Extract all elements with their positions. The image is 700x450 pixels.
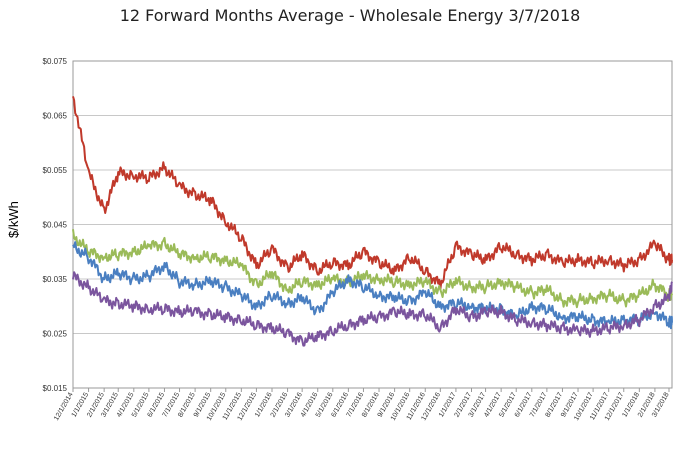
gridlines [72, 60, 673, 389]
y-tick-label: $0.055 [43, 166, 68, 175]
series-line-1 [72, 96, 673, 291]
series-line-4 [72, 271, 673, 347]
y-tick-label: $0.065 [43, 112, 68, 121]
y-tick-label: $0.015 [43, 384, 68, 393]
series-line-2 [72, 229, 673, 309]
chart-title: 12 Forward Months Average - Wholesale En… [119, 6, 581, 25]
series-line-3 [72, 241, 673, 330]
y-tick-label: $0.025 [43, 330, 68, 339]
y-tick-label: $0.035 [43, 275, 68, 284]
y-tick-labels: $0.015 $0.025 $0.035 $0.045 $0.055 $0.065 $0.0… [43, 57, 68, 393]
y-tick-label: $0.075 [43, 57, 68, 66]
series-lines [72, 96, 673, 347]
x-tick-label: 12/1/2014 [53, 391, 75, 422]
y-tick-label: $0.045 [43, 221, 68, 230]
x-tick-labels: 12/1/20141/1/20152/1/20153/1/20154/1/201… [53, 388, 671, 422]
plot-border [72, 60, 673, 389]
